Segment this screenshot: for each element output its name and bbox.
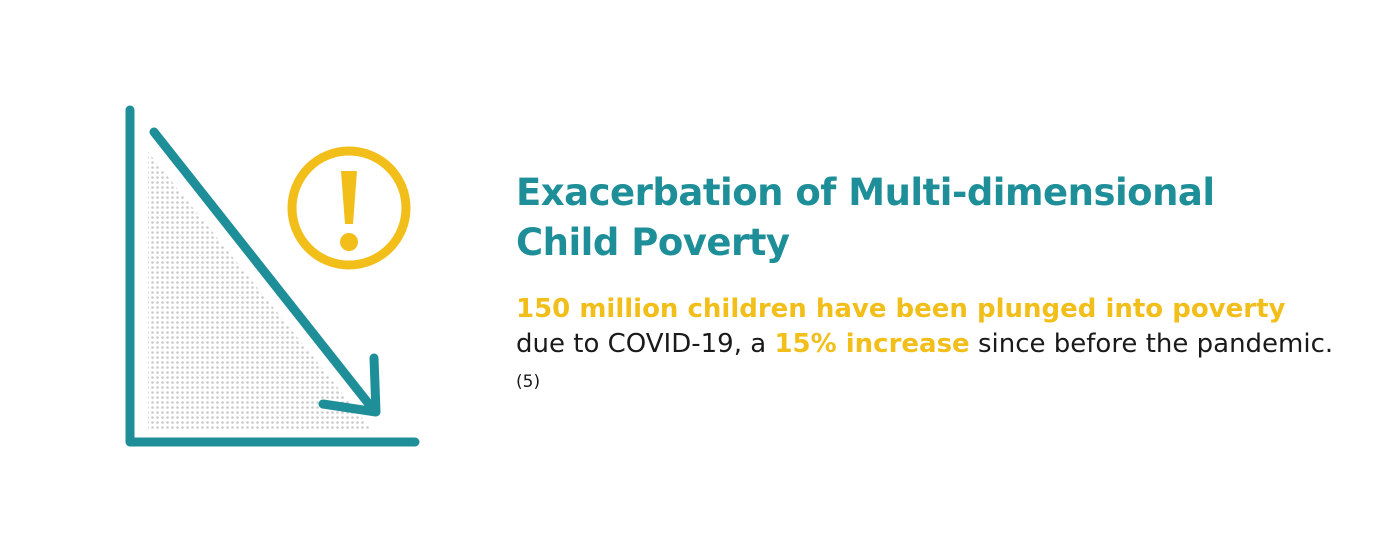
- body-text-1: due to COVID-19, a: [516, 329, 775, 359]
- exclamation-circle-icon: [287, 146, 411, 270]
- declining-arrow-chart-icon: [125, 105, 420, 447]
- title-line-2: Child Poverty: [516, 221, 790, 264]
- statistic-paragraph: 150 million children have been plunged i…: [516, 292, 1336, 400]
- body-text-2: since before the pandemic.: [969, 329, 1334, 359]
- declining-arrow-line: [149, 127, 377, 413]
- citation: (5): [516, 372, 541, 392]
- title-line-1: Exacerbation of Multi-dimensional: [516, 171, 1215, 214]
- page-title: Exacerbation of Multi-dimensional Child …: [516, 168, 1336, 268]
- chart-axes: [125, 105, 420, 447]
- arrow-head: [318, 353, 381, 417]
- highlight-children-count: 150 million children have been plunged i…: [516, 294, 1286, 324]
- shaded-area: [148, 152, 372, 430]
- highlight-percent-increase: 15% increase: [774, 329, 970, 359]
